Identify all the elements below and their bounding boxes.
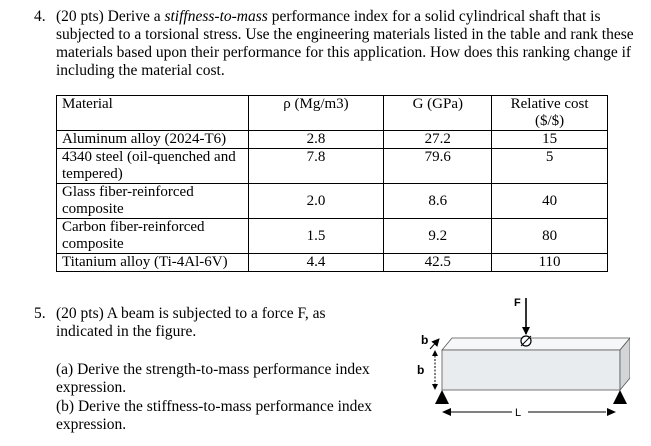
beam-top-face (441, 337, 630, 351)
table-row: Titanium alloy (Ti-4Al-6V) 4.4 42.5 110 (56, 253, 608, 272)
table-row: Aluminum alloy (2024-T6) 2.8 27.2 15 (56, 130, 608, 149)
density-value: 1.5 (247, 218, 385, 254)
height-label: b (417, 363, 424, 377)
left-support-icon (435, 390, 449, 404)
beam-end-face (619, 337, 630, 392)
cost-value: 110 (491, 253, 608, 272)
length-label: L (515, 407, 521, 419)
table-row: Carbon fiber-reinforced composite 1.5 9.… (56, 218, 608, 254)
material-name: 4340 steel (oil-quenched and tempered) (56, 148, 249, 184)
shear-modulus-value: 9.2 (383, 218, 493, 254)
shear-modulus-value: 8.6 (383, 183, 493, 219)
height-arrow-top (432, 350, 438, 356)
cost-value: 15 (491, 130, 608, 149)
question-4-number: 4. (34, 8, 46, 25)
table-row: 4340 steel (oil-quenched and tempered) 7… (56, 148, 608, 184)
cost-value: 5 (491, 148, 608, 184)
question-5-number: 5. (34, 305, 46, 322)
question-4-text-end: performance index for a solid cylindrica… (56, 8, 634, 79)
material-name: Titanium alloy (Ti-4Al-6V) (56, 253, 249, 272)
length-arrow-right (607, 408, 616, 416)
density-value: 2.0 (247, 183, 385, 219)
shear-modulus-value: 79.6 (383, 148, 493, 184)
cost-value: 40 (491, 183, 608, 219)
question-4-text-italic: stiffness-to-mass (164, 8, 268, 25)
shear-modulus-value: 42.5 (383, 253, 493, 272)
question-4-text: (20 pts) Derive a stiffness-to-mass perf… (56, 8, 636, 80)
material-name: Carbon fiber-reinforced composite (56, 218, 249, 254)
load-roller-hatch (520, 335, 532, 347)
cost-value: 80 (491, 218, 608, 254)
table-row: Glass fiber-reinforced composite 2.0 8.6… (56, 183, 608, 219)
density-value: 4.4 (247, 253, 385, 272)
right-support-icon (613, 390, 627, 404)
materials-table: Material ρ (Mg/m3) G (GPa) Relative cost… (56, 95, 608, 272)
question-5-part-a: (a) Derive the strength-to-mass performa… (56, 361, 370, 396)
beam-figure: F b b L (417, 297, 630, 419)
beam-front-face (441, 349, 621, 391)
height-arrow-bottom (432, 384, 438, 390)
length-arrow-left (442, 408, 451, 416)
force-label: F (514, 297, 521, 309)
header-material: Material (56, 95, 249, 131)
shear-modulus-value: 27.2 (383, 130, 493, 149)
density-value: 2.8 (247, 130, 385, 149)
question-4-text-start: (20 pts) Derive a (56, 8, 165, 25)
header-shear-modulus: G (GPa) (383, 95, 493, 131)
material-name: Aluminum alloy (2024-T6) (56, 130, 249, 149)
width-dimension (429, 338, 440, 350)
header-density: ρ (Mg/m3) (247, 95, 385, 131)
width-label: b (421, 333, 428, 347)
density-value: 7.8 (247, 148, 385, 184)
material-name: Glass fiber-reinforced composite (56, 183, 249, 219)
table-header-row: Material ρ (Mg/m3) G (GPa) Relative cost… (56, 95, 608, 131)
question-5-part-b: (b) Derive the stiffness-to-mass perform… (56, 398, 373, 433)
question-5-text: (20 pts) A beam is subjected to a force … (56, 305, 326, 340)
header-relative-cost: Relative cost ($/$) (491, 95, 608, 131)
